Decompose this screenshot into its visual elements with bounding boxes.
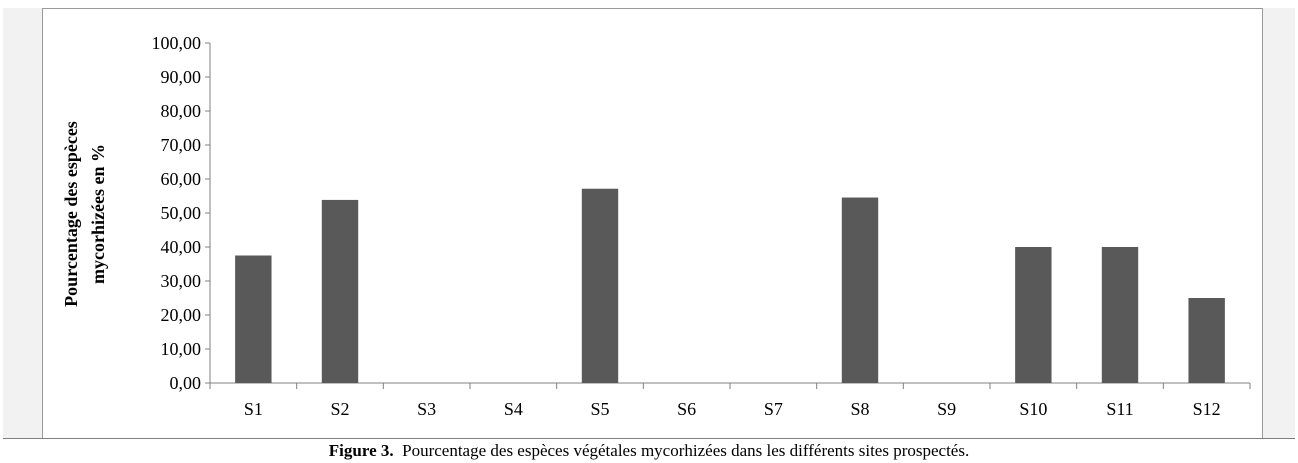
- chart-area: [43, 8, 1262, 438]
- bar-s10: [1015, 247, 1052, 383]
- x-tick-label: S4: [504, 399, 523, 419]
- bar-chart: 0,00 10,00 20,00 30,00 40,00 50,00 60,00 70,00 8…: [61, 33, 1251, 419]
- y-tick-label: 0,00: [170, 373, 202, 393]
- x-tick-label: S3: [417, 399, 436, 419]
- y-tick-label: 50,00: [161, 203, 202, 223]
- y-tick-label: 40,00: [161, 237, 202, 257]
- y-tick-label: 10,00: [161, 339, 202, 359]
- caption-label: Figure 3.: [328, 441, 394, 460]
- left-margin-panel: [3, 8, 43, 438]
- x-tick-label: S5: [590, 399, 609, 419]
- x-tick-label: S2: [330, 399, 349, 419]
- bar-s11: [1101, 247, 1139, 383]
- x-tick-label: S7: [764, 399, 783, 419]
- y-tick-label: 100,00: [152, 33, 202, 53]
- y-tick-label: 80,00: [161, 101, 202, 121]
- bar-s2: [321, 199, 359, 383]
- y-axis: 0,00 10,00 20,00 30,00 40,00 50,00 60,00 70,00 8…: [152, 33, 211, 393]
- bar-s5: [581, 188, 619, 383]
- bar-s12: [1188, 298, 1225, 383]
- x-tick-label: S12: [1193, 399, 1221, 419]
- y-tick-label: 70,00: [161, 135, 202, 155]
- y-tick-label: 20,00: [161, 305, 202, 325]
- figure-frame: [3, 8, 1295, 463]
- right-margin-panel: [1262, 8, 1295, 438]
- caption-text: Pourcentage des espèces végétales mycorh…: [402, 441, 970, 460]
- y-tick-label: 30,00: [161, 271, 202, 291]
- x-tick-label: S6: [677, 399, 696, 419]
- y-tick-label: 90,00: [161, 67, 202, 87]
- x-axis: S1 S2 S3 S4 S5 S6 S7 S8 S9 S10 S11 S12: [209, 382, 1251, 419]
- x-tick-label: S10: [1019, 399, 1047, 419]
- x-tick-label: S8: [850, 399, 869, 419]
- x-tick-label: S1: [244, 399, 263, 419]
- bars: [235, 188, 1225, 383]
- bar-s8: [841, 197, 879, 383]
- x-tick-label: S9: [937, 399, 956, 419]
- y-tick-label: 60,00: [161, 169, 202, 189]
- figure-caption: Figure 3. Pourcentage des espèces végéta…: [3, 438, 1295, 463]
- y-axis-title-line2: mycorhizées en %: [88, 144, 108, 284]
- y-axis-title-line1: Pourcentage des espèces: [61, 121, 81, 307]
- bar-s1: [235, 255, 272, 383]
- x-tick-label: S11: [1106, 399, 1133, 419]
